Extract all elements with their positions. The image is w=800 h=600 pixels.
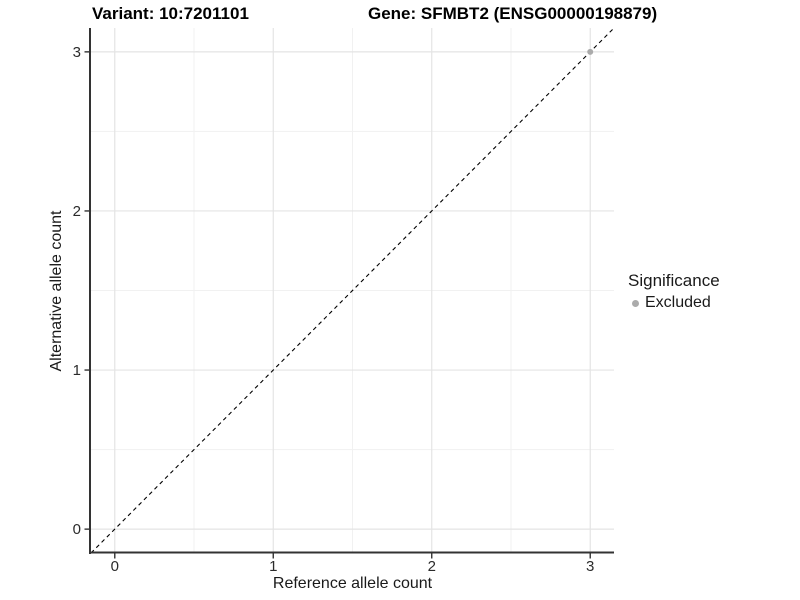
legend-title: Significance	[628, 271, 720, 290]
gene-title: Gene: SFMBT2 (ENSG00000198879)	[368, 4, 658, 23]
y-tick-label: 2	[73, 203, 81, 220]
x-tick-label: 2	[428, 558, 436, 575]
x-axis-title: Reference allele count	[272, 575, 433, 592]
data-point-excluded	[587, 48, 594, 55]
y-tick-label: 0	[73, 521, 81, 538]
legend-item-excluded: Excluded	[628, 294, 720, 312]
x-tick-label: 3	[586, 558, 594, 575]
variant-title: Variant: 10:7201101	[92, 4, 249, 23]
identity-line	[90, 27, 615, 554]
legend: Significance Excluded	[628, 271, 720, 312]
legend-item-label: Excluded	[645, 294, 711, 311]
x-tick-label: 0	[111, 558, 119, 575]
legend-point-icon	[632, 299, 639, 307]
y-axis-title: Alternative allele count	[48, 210, 65, 372]
y-tick-label: 1	[73, 362, 81, 379]
x-tick-label: 1	[269, 558, 277, 575]
y-tick-label: 3	[73, 44, 81, 61]
